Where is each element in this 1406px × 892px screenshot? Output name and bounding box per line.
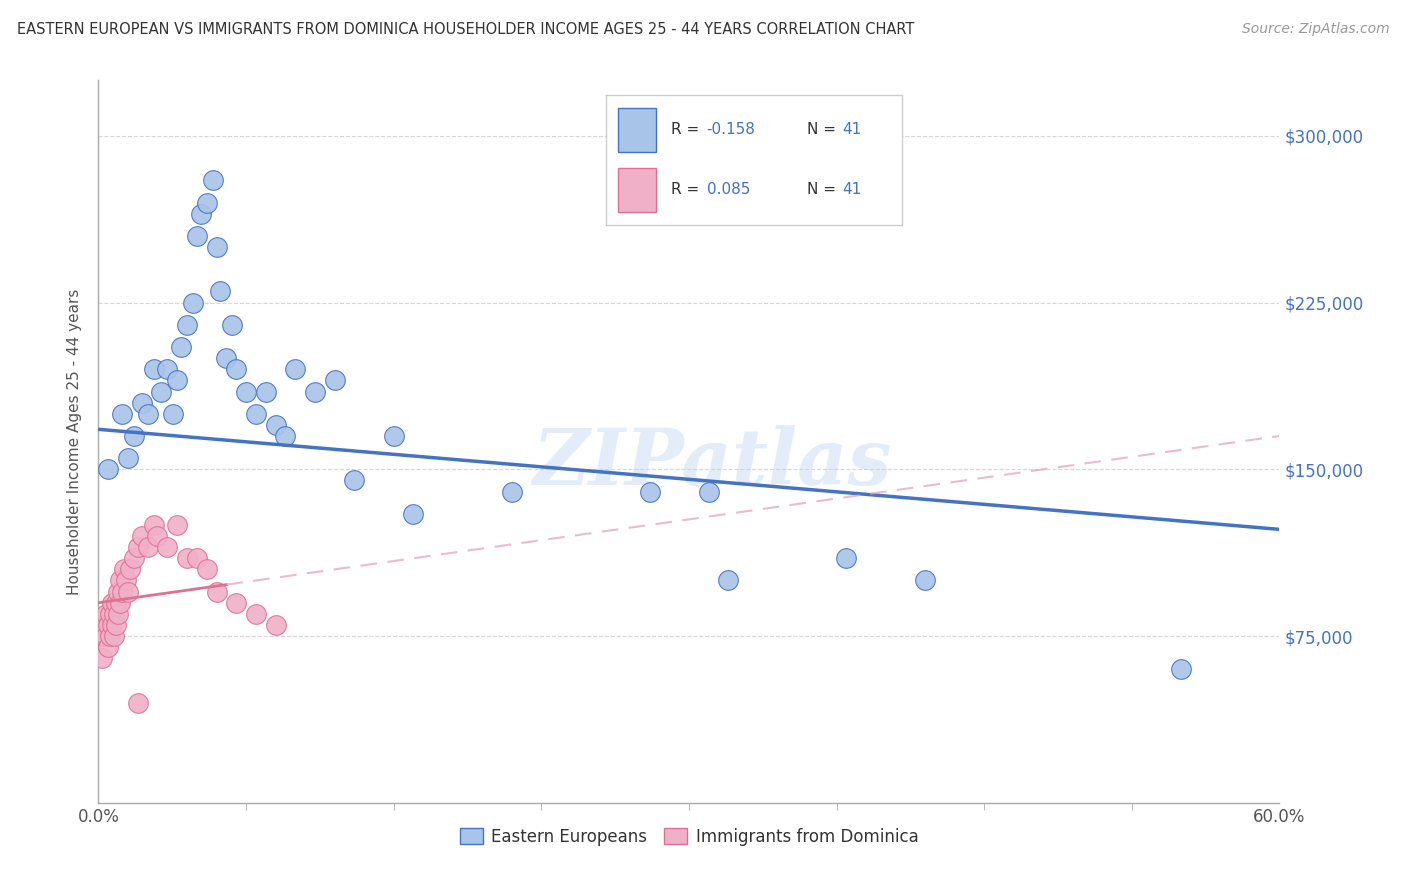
Point [225,596,247,610]
Point [98,629,121,643]
Point [162,407,184,421]
Point [146,529,169,543]
Point [156,540,179,554]
Point [111,407,134,421]
Legend: Eastern Europeans, Immigrants from Dominica: Eastern Europeans, Immigrants from Domin… [453,821,925,852]
Point [195,195,218,210]
Point [136,407,159,421]
Point [93,618,115,632]
Point [127,696,149,710]
Point [136,540,159,554]
Point [166,517,188,532]
Point [96,607,118,621]
Point [112,562,135,576]
Point [284,362,307,376]
Point [221,318,243,332]
Point [97,640,120,655]
Point [201,173,224,187]
Point [103,607,125,621]
Point [697,484,720,499]
Point [89,629,111,643]
Point [304,384,326,399]
Point [107,607,129,621]
Text: Source: ZipAtlas.com: Source: ZipAtlas.com [1241,22,1389,37]
Point [93,629,115,643]
Point [323,373,346,387]
Point [264,417,287,432]
Point [105,618,128,632]
Point [190,207,212,221]
Point [382,429,405,443]
Point [209,285,232,299]
Point [97,618,120,632]
Point [166,373,188,387]
Point [105,596,128,610]
Point [122,429,145,443]
Point [176,551,198,566]
Point [402,507,425,521]
Point [215,351,238,366]
Text: ZIPatlas: ZIPatlas [533,425,893,501]
Point [127,540,149,554]
Point [501,484,523,499]
Point [235,384,257,399]
Point [254,384,277,399]
Point [343,474,366,488]
Point [115,574,138,588]
Point [117,451,139,466]
Point [205,584,228,599]
Point [195,562,218,576]
Point [131,529,153,543]
Point [245,407,267,421]
Text: EASTERN EUROPEAN VS IMMIGRANTS FROM DOMINICA HOUSEHOLDER INCOME AGES 25 - 44 YEA: EASTERN EUROPEAN VS IMMIGRANTS FROM DOMI… [17,22,914,37]
Point [245,607,267,621]
Point [117,584,139,599]
Point [142,362,165,376]
Point [101,618,124,632]
Point [186,551,208,566]
Point [108,596,131,610]
Point [118,562,141,576]
Point [103,629,125,643]
Point [225,362,247,376]
Y-axis label: Householder Income Ages 25 - 44 years: Householder Income Ages 25 - 44 years [67,288,83,595]
Point [131,395,153,409]
Point [181,295,204,310]
Point [111,584,134,599]
Point [638,484,661,499]
Point [186,228,208,243]
Point [98,607,121,621]
Point [156,362,179,376]
Point [122,551,145,566]
Point [835,551,858,566]
Point [91,651,114,665]
Point [170,340,193,354]
Point [205,240,228,254]
Point [107,584,129,599]
Point [108,574,131,588]
Point [97,462,120,476]
Point [176,318,198,332]
Point [142,517,165,532]
Point [274,429,297,443]
Point [264,618,287,632]
Point [150,384,173,399]
Point [717,574,740,588]
Point [1170,662,1192,676]
Point [101,596,124,610]
Point [96,629,118,643]
Point [914,574,936,588]
